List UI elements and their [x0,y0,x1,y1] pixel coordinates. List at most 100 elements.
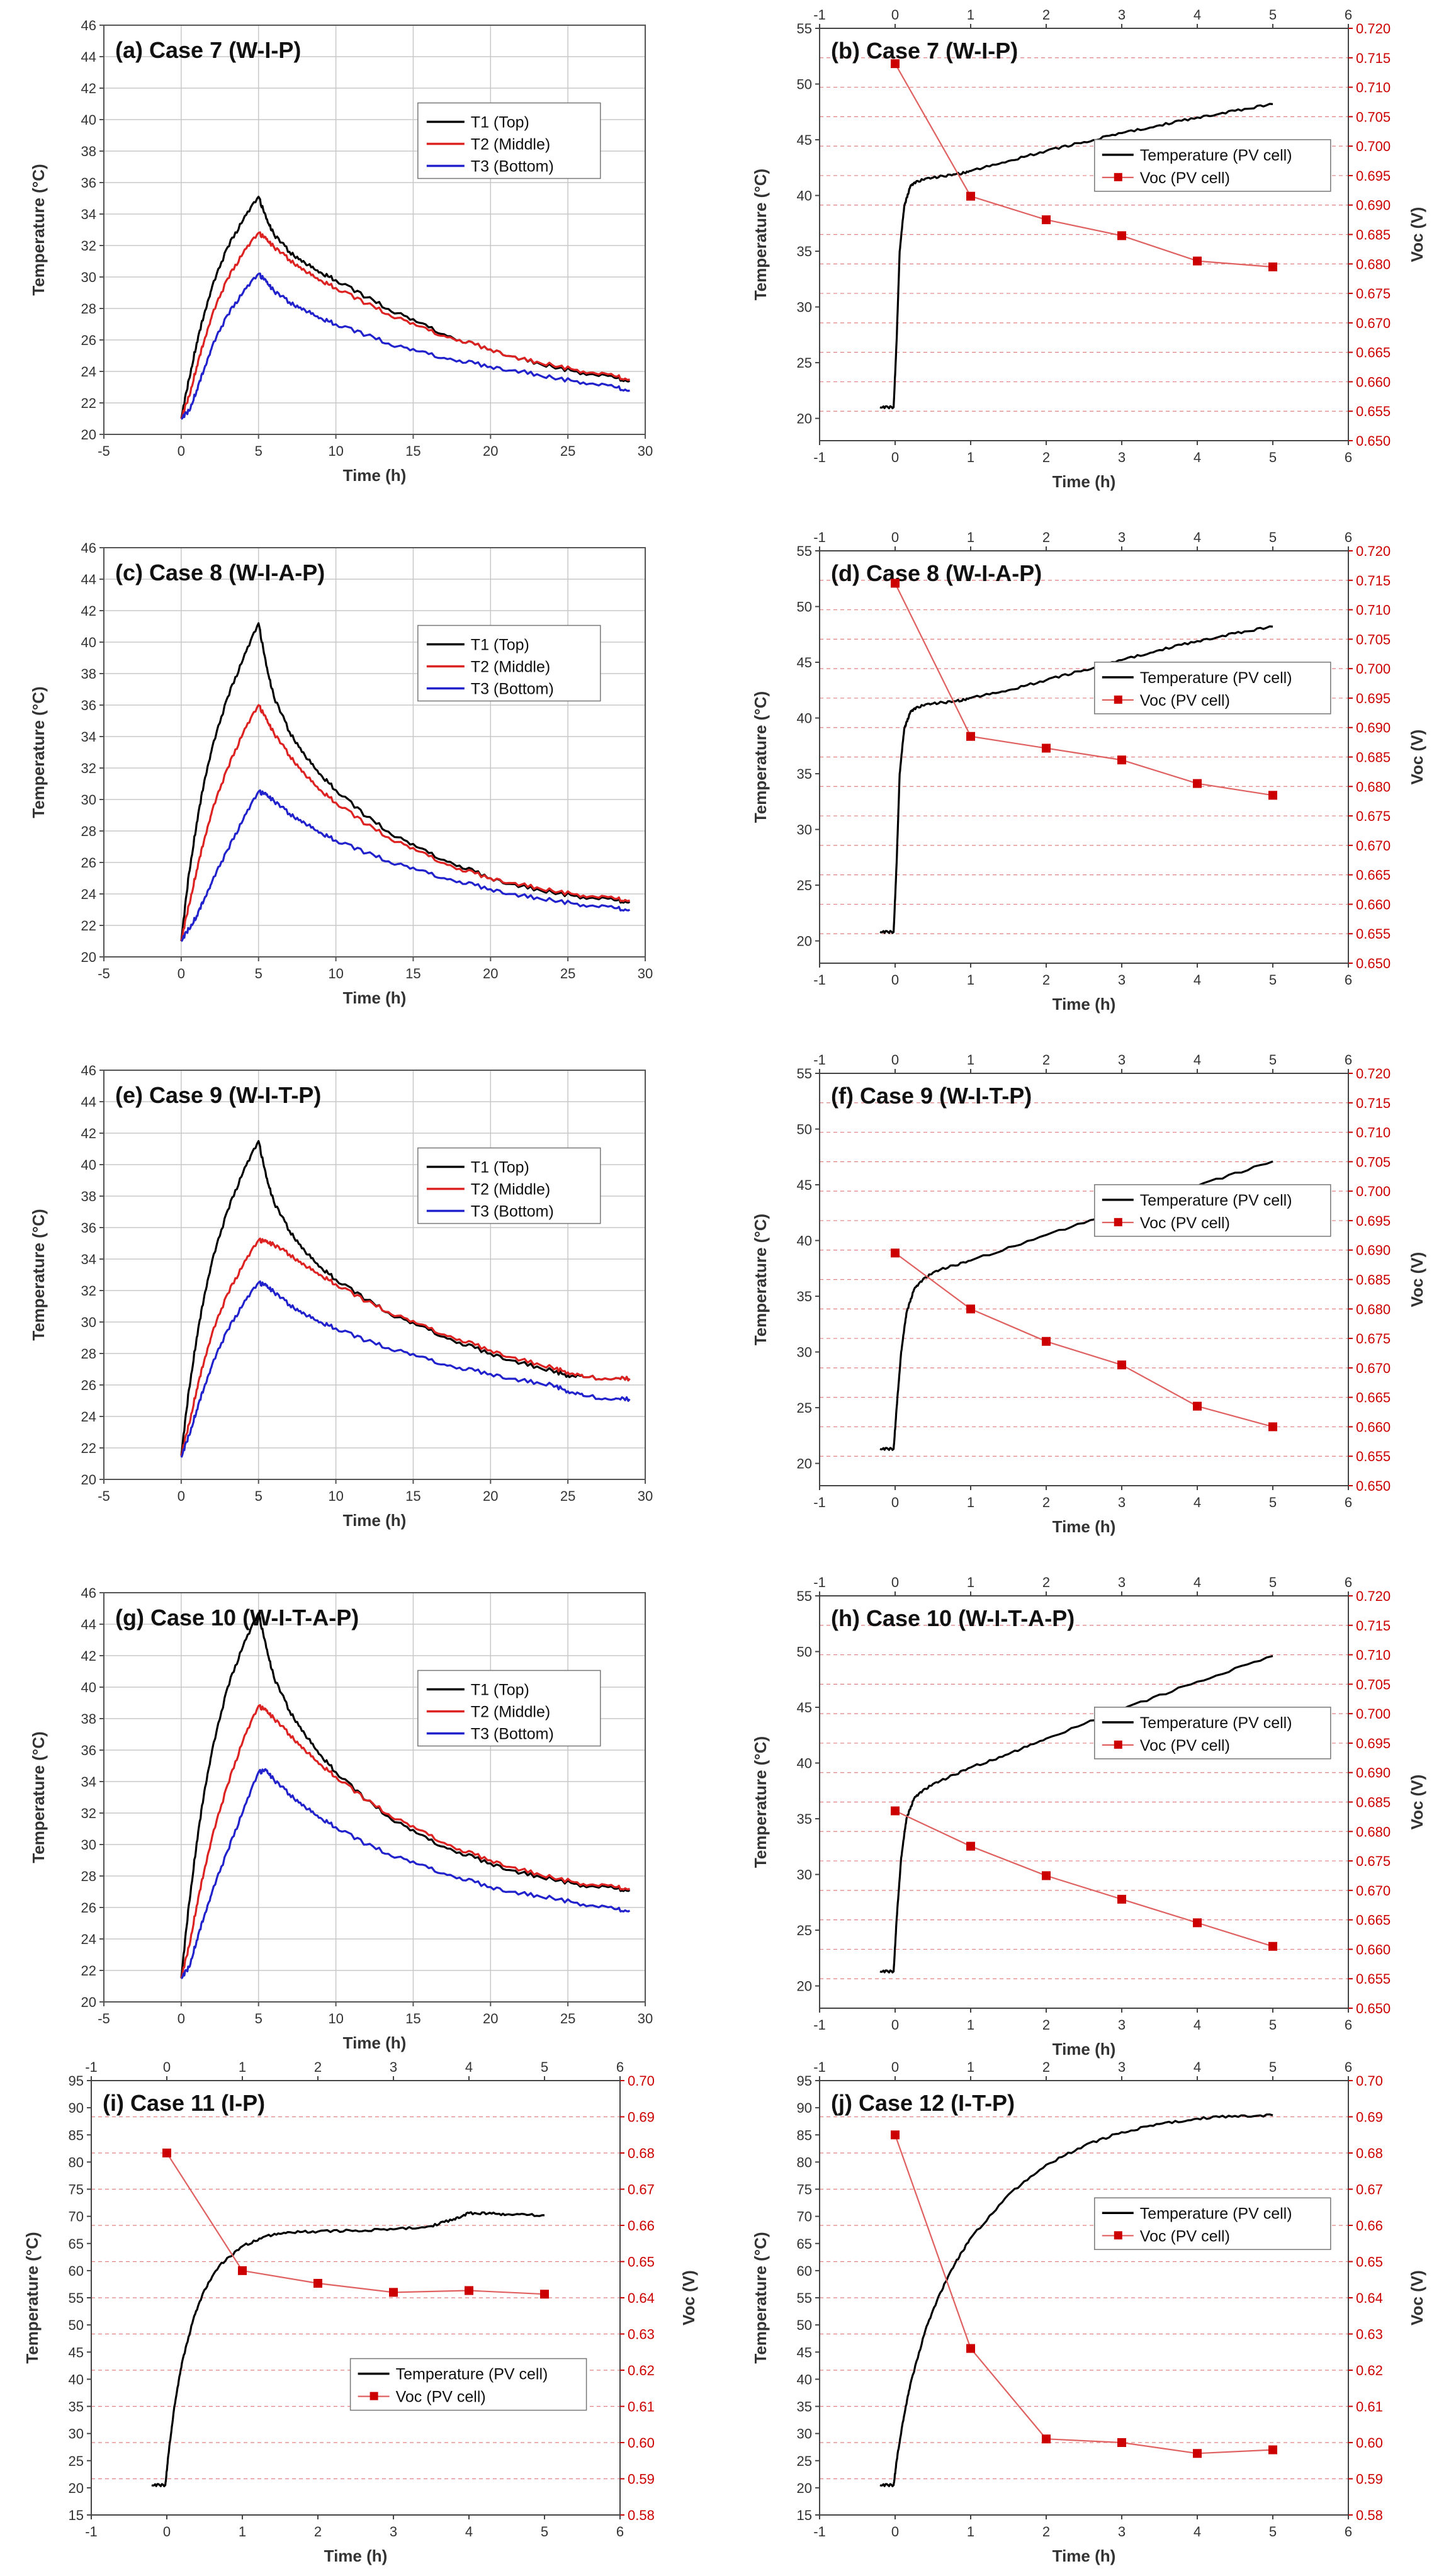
y2-tick-label: 0.68 [1356,2145,1383,2161]
top-x-tick-label: -1 [813,7,826,23]
y2-tick-label: 0.685 [1356,1795,1391,1811]
y2-tick-label: 0.720 [1356,1588,1391,1604]
top-x-tick-label: 3 [1118,7,1126,23]
y-tick-label: 45 [69,2344,84,2360]
x-tick-label: 10 [328,966,343,981]
y-tick-label: 22 [81,1963,96,1979]
x-tick-label: 4 [1194,1495,1201,1510]
y2-tick-label: 0.695 [1356,168,1391,184]
y-tick-label: 55 [797,1066,812,1082]
x-tick-label: 3 [1118,972,1126,988]
y-tick-label: 25 [797,355,812,371]
y2-axis-label: Voc (V) [1408,1252,1426,1308]
y-tick-label: 32 [81,1805,96,1821]
y2-tick-label: 0.670 [1356,838,1391,854]
y-tick-label: 30 [797,2426,812,2442]
voc-marker [891,1806,900,1816]
x-tick-label: 5 [255,2011,262,2026]
y-axis-label: Temperature (°C) [751,1214,770,1345]
chart-title: (d) Case 8 (W-I-A-P) [831,560,1042,586]
y2-tick-label: 0.675 [1356,1331,1391,1347]
x-tick-label: 25 [560,443,575,459]
voc-line [894,63,1273,268]
y-tick-label: 38 [81,1189,96,1204]
series-line-3 [180,1280,631,1458]
y2-tick-label: 0.715 [1356,1095,1391,1111]
y2-tick-label: 0.700 [1356,661,1391,677]
x-tick-label: 1 [967,449,974,465]
x-tick-label: 0 [163,2524,171,2540]
y-tick-label: 55 [797,21,812,37]
x-tick-label: 5 [255,966,262,981]
y-tick-label: 35 [797,2399,812,2415]
voc-marker [891,1248,900,1258]
legend-label-3: T3 (Bottom) [471,1726,554,1743]
y-tick-label: 32 [81,1283,96,1299]
top-x-tick-label: 5 [541,2059,548,2075]
y-tick-label: 20 [81,1994,96,2010]
x-tick-label: 5 [255,443,262,459]
legend-box [1094,662,1331,715]
legend-box [1094,2197,1331,2251]
plot-area [104,1593,645,2002]
y2-tick-label: 0.700 [1356,138,1391,154]
x-tick-label: 4 [1194,449,1201,465]
x-tick-label: 25 [560,2011,575,2026]
y-tick-label: 22 [81,918,96,934]
y-tick-label: 40 [81,635,96,650]
top-x-tick-label: 0 [891,1052,899,1068]
y-tick-label: 28 [81,1868,96,1884]
y-tick-label: 80 [797,2154,812,2170]
voc-marker [1193,256,1202,266]
y2-tick-label: 0.655 [1356,1449,1391,1464]
x-tick-label: 15 [405,443,420,459]
y2-tick-label: 0.680 [1356,1824,1391,1839]
chart-title: (c) Case 8 (W-I-A-P) [115,560,325,585]
y-tick-label: 32 [81,238,96,254]
plot-frame [103,25,646,435]
chart-title: (i) Case 11 (I-P) [103,2090,265,2116]
y-tick-label: 45 [797,1700,812,1715]
y-axis-label: Temperature (°C) [29,1209,48,1340]
top-x-tick-label: 2 [1042,529,1050,545]
y-axis-label: Temperature (°C) [23,2232,42,2363]
y2-tick-label: 0.59 [628,2472,655,2487]
y-tick-label: 30 [69,2426,84,2442]
x-tick-label: 1 [967,2017,974,2033]
legend-marker-voc [370,2392,378,2400]
voc-marker [966,191,975,201]
voc-marker [1117,755,1126,765]
y2-tick-label: 0.62 [628,2363,655,2378]
voc-marker [1268,2445,1277,2455]
top-x-tick-label: 1 [967,1052,974,1068]
voc-marker [540,2290,549,2299]
x-tick-label: 3 [1118,2017,1126,2033]
y2-tick-label: 0.64 [628,2290,655,2306]
legend-label-2: T2 (Middle) [471,1704,550,1721]
voc-marker [313,2279,322,2288]
voc-line [894,2134,1273,2455]
voc-marker [1117,1894,1126,1904]
legend-label-voc: Voc (PV cell) [1140,692,1230,709]
y2-tick-label: 0.650 [1356,433,1391,449]
legend-marker-voc [1114,695,1122,704]
y-tick-label: 75 [69,2182,84,2198]
y-tick-label: 46 [81,1585,96,1601]
x-tick-label: 3 [1118,2524,1126,2540]
top-x-tick-label: 6 [1345,529,1352,545]
legend-label-temperature: Temperature (PV cell) [1140,2205,1292,2222]
y2-tick-label: 0.64 [1356,2290,1383,2306]
x-tick-label: 0 [891,1495,899,1510]
y-tick-label: 75 [797,2182,812,2198]
x-axis-label: Time (h) [343,466,407,485]
y2-tick-label: 0.69 [628,2110,655,2125]
x-tick-label: 30 [638,1488,653,1504]
y2-tick-label: 0.650 [1356,2001,1391,2016]
series-line-2 [180,1704,631,1979]
x-tick-label: 5 [1269,2017,1277,2033]
top-x-tick-label: 0 [163,2059,171,2075]
voc-marker [1042,2434,1051,2444]
y-tick-label: 44 [81,1094,96,1110]
y-tick-label: 34 [81,1774,96,1790]
x-tick-label: 0 [178,2011,185,2026]
